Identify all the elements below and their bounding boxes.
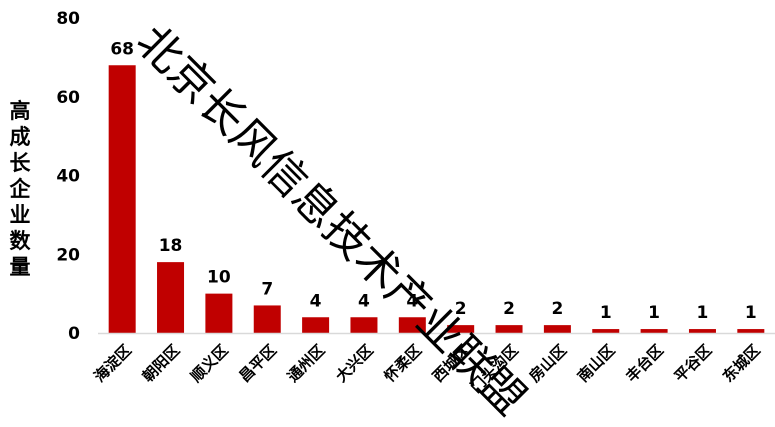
y-axis-label: 高成长企业数量	[9, 99, 31, 279]
data-label: 4	[310, 291, 322, 311]
y-tick-label: 80	[56, 9, 80, 29]
data-label: 10	[207, 268, 231, 288]
bar	[737, 329, 765, 333]
x-tick-label: 大兴区	[332, 341, 377, 386]
x-tick-label: 昌平区	[236, 341, 281, 386]
x-tick-label: 海淀区	[90, 341, 135, 386]
bar	[592, 329, 620, 333]
bar-chart: 02040608068海淀区18朝阳区10顺义区7昌平区4通州区4大兴区4怀柔区…	[56, 9, 775, 396]
bar	[108, 65, 136, 333]
bar	[688, 329, 716, 333]
data-label: 18	[159, 236, 183, 256]
bar	[302, 317, 330, 333]
bar	[350, 317, 378, 333]
bar	[205, 293, 233, 333]
x-tick-label: 朝阳区	[139, 341, 184, 386]
y-tick-label: 20	[56, 245, 80, 265]
data-label: 1	[600, 303, 612, 323]
bar	[495, 325, 523, 333]
x-tick-label: 通州区	[284, 341, 329, 386]
data-label: 1	[745, 303, 757, 323]
data-label: 4	[358, 291, 370, 311]
bar	[398, 317, 426, 333]
data-label: 1	[648, 303, 660, 323]
data-label: 7	[261, 279, 273, 299]
x-tick-label: 南山区	[574, 341, 619, 386]
data-label: 2	[503, 299, 515, 319]
x-tick-label: 东城区	[719, 341, 764, 386]
data-label: 4	[406, 291, 418, 311]
data-label: 2	[455, 299, 467, 319]
bar	[447, 325, 475, 333]
bar	[543, 325, 571, 333]
bar	[157, 262, 185, 333]
data-label: 68	[110, 39, 134, 59]
y-tick-label: 40	[56, 167, 80, 187]
x-tick-label: 平谷区	[671, 341, 716, 386]
bar	[253, 305, 281, 333]
x-tick-label: 顺义区	[187, 341, 232, 386]
data-label: 2	[551, 299, 563, 319]
data-label: 1	[697, 303, 709, 323]
x-tick-label: 丰台区	[622, 341, 667, 386]
y-tick-label: 60	[56, 88, 80, 108]
bar	[640, 329, 668, 333]
y-tick-label: 0	[68, 324, 80, 344]
